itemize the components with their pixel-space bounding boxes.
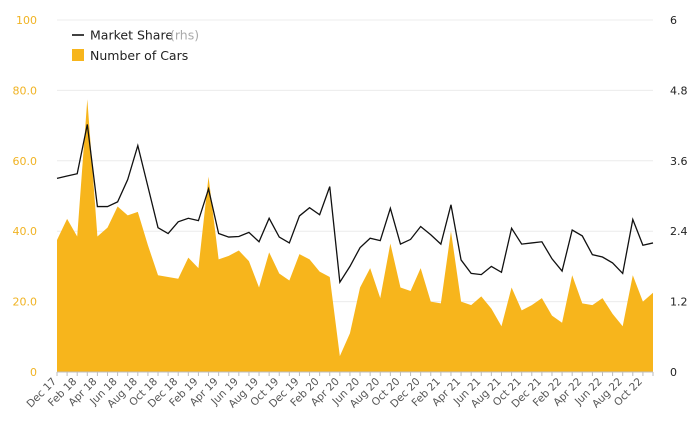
left-axis-tick-label: 100 — [16, 14, 37, 27]
area-number-of-cars — [57, 99, 653, 372]
legend-market-share-label: Market Share — [90, 28, 173, 43]
right-axis-tick-label: 4.8 — [670, 84, 688, 97]
left-axis-tick-label: 40.0 — [13, 225, 38, 238]
right-axis-tick-label: 0 — [670, 366, 677, 379]
right-axis-ticks: 0 1.2 2.4 3.6 4.8 6 — [670, 14, 688, 379]
legend-number-of-cars-label: Number of Cars — [90, 48, 188, 63]
left-axis-tick-label: 80.0 — [13, 84, 38, 97]
right-axis-tick-label: 6 — [670, 14, 677, 27]
left-axis-tick-label: 0 — [30, 366, 37, 379]
left-axis-ticks: 0 20.0 40.0 60.0 80.0 100 — [13, 14, 38, 379]
legend: Market Share (rhs) Number of Cars — [72, 28, 199, 63]
gridlines — [57, 19, 653, 303]
line-market-share — [56, 124, 654, 285]
line-series-group — [56, 124, 654, 285]
left-axis-tick-label: 60.0 — [13, 155, 38, 168]
right-axis-tick-label: 1.2 — [670, 296, 688, 309]
right-axis-tick-label: 3.6 — [670, 155, 688, 168]
area-series-group — [57, 99, 653, 372]
right-axis-tick-label: 2.4 — [670, 225, 688, 238]
legend-area-swatch — [72, 49, 84, 61]
legend-rhs-suffix: (rhs) — [170, 28, 199, 43]
left-axis-tick-label: 20.0 — [13, 296, 38, 309]
